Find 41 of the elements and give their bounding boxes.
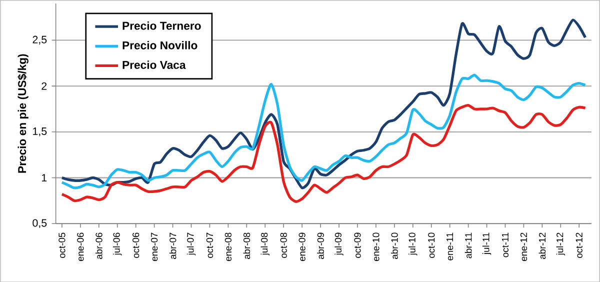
y-tick-label: 0,5 (32, 218, 47, 228)
y-tick-label: 2,5 (32, 36, 47, 44)
x-tick-label: oct-11 (502, 232, 508, 258)
x-tick-label: ene-12 (520, 232, 528, 261)
x-tick-label: jul-11 (482, 232, 492, 255)
x-tick-label: abr-07 (169, 232, 176, 259)
y-tick-label: 2 (42, 82, 47, 90)
x-tick-label: abr-11 (464, 232, 472, 258)
x-tick-label: ene-09 (298, 232, 306, 261)
y-tick-label: 1 (42, 174, 47, 182)
x-tick-label: jul-09 (334, 232, 344, 256)
legend-label: Precio Novillo (122, 40, 198, 50)
x-tick-label: jul-06 (113, 232, 122, 256)
y-axis-title: Precio en pie (US$/kg) (18, 54, 28, 173)
line-series (60, 74, 587, 189)
x-tick-label: ene-07 (151, 232, 158, 261)
x-tick-label: ene-06 (77, 232, 84, 261)
x-tick-label: oct-12 (576, 232, 582, 258)
x-tick-label: jul-12 (556, 232, 566, 256)
x-tick-label: abr-08 (243, 232, 250, 259)
line-series (60, 104, 587, 203)
x-tick-label: oct-07 (206, 232, 214, 258)
x-tick-label: oct-05 (58, 232, 66, 258)
x-tick-label: jul-10 (408, 232, 418, 256)
x-tick-label: oct-06 (132, 232, 140, 258)
legend-label: Precio Vaca (122, 60, 186, 69)
line-series (60, 18, 587, 190)
x-tick-label: ene-08 (224, 232, 232, 261)
x-tick-label: jul-08 (260, 232, 270, 256)
x-tick-label: abr-10 (390, 232, 398, 259)
x-tick-label: oct-09 (354, 232, 361, 258)
legend-label: Precio Ternero (122, 21, 201, 30)
x-tick-label: ene-11 (446, 232, 454, 260)
x-tick-label: abr-09 (317, 232, 324, 259)
x-tick-label: oct-10 (428, 232, 435, 258)
x-tick-label: ene-10 (372, 232, 380, 261)
x-tick-label: jul-07 (186, 232, 196, 256)
x-tick-label: abr-12 (538, 232, 546, 259)
y-tick-label: 1,5 (33, 127, 47, 136)
x-tick-label: oct-08 (280, 232, 287, 258)
x-tick-label: abr-06 (95, 232, 102, 259)
